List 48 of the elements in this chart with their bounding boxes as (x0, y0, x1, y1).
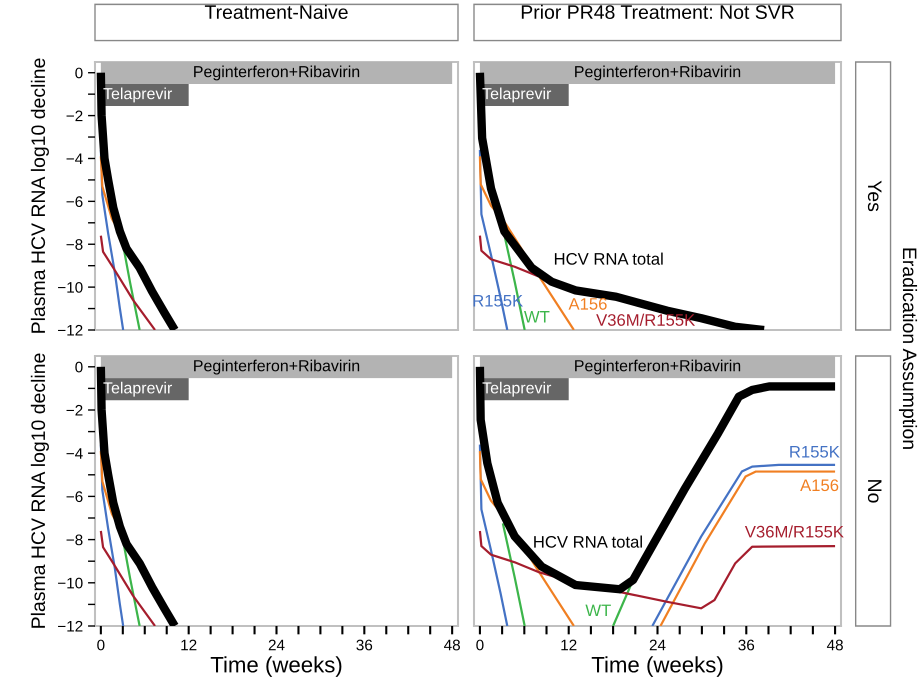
band-label: Peginterferon+Ribavirin (575, 360, 740, 375)
y-tick-label: −6 (66, 491, 83, 502)
text: V36M/R155K (596, 314, 696, 326)
y-tick-label: −12 (58, 324, 82, 336)
band-label: Peginterferon+Ribavirin (194, 66, 360, 80)
y-tick-label: −10 (58, 282, 83, 293)
y-tick-label: −12 (58, 620, 82, 632)
y-tick-label: −4 (66, 448, 83, 459)
chart-title: Prior PR48 Treatment: Not SVR (522, 4, 794, 20)
line-series (100, 530, 156, 626)
x-tick-label: 36 (356, 640, 372, 650)
chart-title: Treatment-Naive (204, 4, 348, 20)
x-tick-label: 24 (650, 640, 666, 650)
series-label: HCV RNA total (554, 252, 663, 265)
y-tick-label: −8 (66, 534, 83, 546)
series-label: WT (524, 311, 550, 323)
x-tick-label: 0 (97, 640, 105, 650)
y-tick-label: −4 (66, 154, 83, 164)
series-label: R155K (790, 446, 840, 458)
text: Eradication Assumption (898, 248, 918, 449)
y-tick-label: −10 (58, 578, 83, 588)
x-tick-label: 12 (181, 640, 196, 650)
x-tick-label: 48 (826, 640, 843, 650)
x-tick-label: 48 (444, 640, 460, 650)
x-tick-label: 0 (476, 640, 484, 650)
series-label: A156 (800, 479, 838, 492)
series-label: V36M/R155K (744, 525, 844, 538)
y2-axis-title: Yes (868, 180, 882, 212)
y-axis-title: Plasma HCV RNA log10 decline (30, 58, 49, 333)
x-axis-title: Time (weeks) (592, 656, 722, 677)
x-axis-title: Time (weeks) (210, 656, 342, 677)
series-label: HCV RNA total (534, 536, 642, 548)
y-tick-label: −6 (66, 196, 83, 208)
y-tick-label: 0 (75, 68, 83, 78)
y-axis-title: Plasma HCV RNA log10 decline (30, 354, 49, 628)
y-tick-label: −2 (66, 110, 82, 122)
series-label: A156 (568, 298, 607, 310)
x-tick-label: 36 (738, 640, 754, 650)
y2-axis-title: No (868, 480, 882, 503)
y-tick-label: −8 (66, 239, 83, 250)
y-tick-label: 0 (75, 362, 83, 372)
band-label: Peginterferon+Ribavirin (575, 66, 740, 80)
y-tick-label: −2 (66, 404, 82, 416)
x-tick-label: 24 (268, 640, 285, 650)
line-series (100, 234, 156, 330)
series-label: WT (585, 604, 611, 616)
x-tick-label: 12 (561, 640, 576, 650)
band-label: Peginterferon+Ribavirin (194, 360, 360, 375)
